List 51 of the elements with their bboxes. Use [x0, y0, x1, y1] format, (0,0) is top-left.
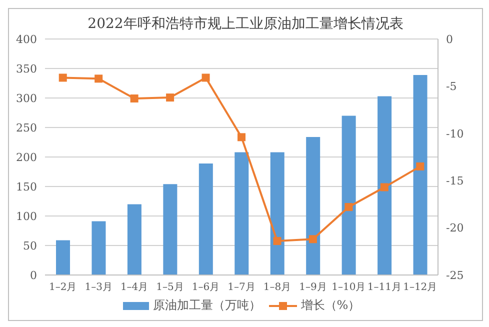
y-tick-label: 350 [16, 62, 37, 76]
y-tick-label: 150 [16, 180, 37, 194]
point [344, 203, 353, 212]
bar [378, 96, 392, 275]
bar [342, 116, 356, 275]
point [58, 74, 67, 82]
x-tick-label: 1–3月 [84, 282, 112, 294]
x-tick-label: 1–8月 [263, 282, 292, 294]
y2-tick-label: -5 [446, 80, 457, 94]
x-tick-label: 1–7月 [228, 282, 256, 294]
bar [270, 152, 284, 275]
bar [92, 221, 106, 275]
point [94, 74, 103, 83]
point [238, 133, 246, 142]
x-tick-label: 1–10月 [332, 282, 366, 294]
y2-tick-label: -25 [446, 268, 464, 282]
y2-tick-label: -10 [446, 127, 464, 140]
point [308, 235, 317, 244]
x-tick-label: 1–5月 [156, 282, 184, 294]
bar [413, 74, 428, 275]
point [273, 237, 282, 246]
x-tick-label: 1–9月 [299, 282, 327, 294]
bar [163, 184, 178, 275]
y-tick-label: 100 [16, 210, 37, 223]
bar [127, 204, 142, 275]
bar [56, 240, 70, 275]
point [130, 94, 138, 102]
chart-title: 2022年呼和浩特市规上工业原油加工量增长情况表 [86, 15, 404, 33]
x-tick-label: 1–6月 [192, 282, 220, 294]
x-tick-label: 1–12月 [403, 282, 438, 294]
y-tick-label: 250 [16, 121, 37, 134]
y2-tick-label: -20 [446, 222, 464, 235]
legend-label: 原油加工量（万吨） [152, 297, 261, 314]
y2-tick-label: 0 [446, 32, 453, 46]
bar [198, 163, 213, 275]
bar [306, 136, 320, 275]
x-tick-label: 1–11月 [367, 282, 402, 294]
point [202, 74, 210, 82]
y2-tick-label: -15 [446, 174, 464, 188]
legend-label: 增长（%） [300, 297, 360, 314]
y-tick-label: 50 [23, 239, 37, 252]
x-tick-label: 1–4月 [120, 282, 148, 294]
y-tick-label: 300 [16, 92, 37, 105]
y-tick-label: 200 [16, 150, 37, 164]
point [380, 183, 388, 192]
y-tick-label: 0 [30, 268, 37, 282]
point [166, 94, 174, 102]
point [416, 162, 424, 170]
x-tick-label: 1–2月 [48, 282, 77, 294]
y-tick-label: 400 [16, 32, 37, 46]
bar [234, 152, 249, 275]
